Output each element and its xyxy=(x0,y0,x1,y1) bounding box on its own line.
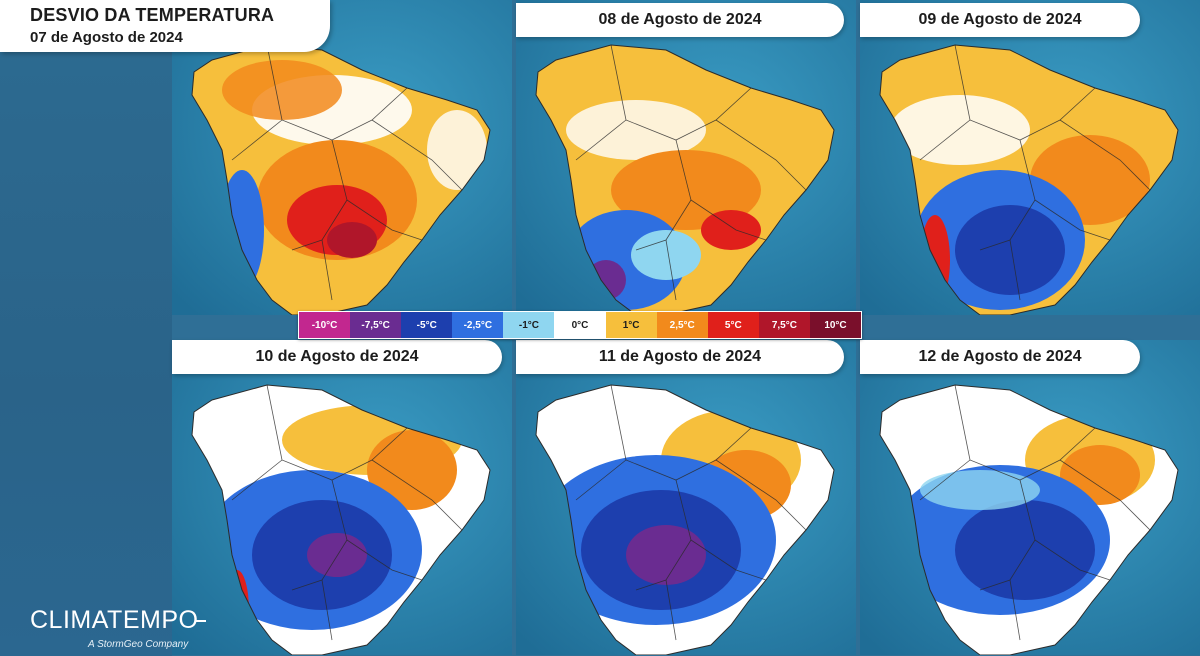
anomaly-region xyxy=(307,533,367,577)
climatempo-logo: CLIMATEMPO xyxy=(30,606,199,634)
border-line xyxy=(371,119,463,191)
anomaly-region xyxy=(327,222,377,258)
date-text-2: 09 de Agosto de 2024 xyxy=(918,11,1082,28)
legend-cell: -10°C xyxy=(299,312,351,338)
anomaly-region xyxy=(367,430,457,510)
anomaly-region xyxy=(222,60,342,120)
legend-cell: 0°C xyxy=(554,312,606,338)
map-svg xyxy=(860,340,1200,655)
first-date-label: 07 de Agosto de 2024 xyxy=(30,29,183,46)
map-panel-0 xyxy=(172,0,512,315)
border-line xyxy=(635,479,692,591)
date-label-panel-4: 11 de Agosto de 2024 xyxy=(516,340,844,374)
border-line xyxy=(715,119,807,191)
border-line xyxy=(919,459,971,501)
border-line xyxy=(1059,119,1151,191)
legend-cell: -7,5°C xyxy=(350,312,402,338)
anomaly-region xyxy=(611,150,761,230)
map-panel-3 xyxy=(172,340,512,655)
border-line xyxy=(321,239,333,301)
map-svg xyxy=(516,340,856,655)
date-label-panel-5: 12 de Agosto de 2024 xyxy=(860,340,1140,374)
header-box: DESVIO DA TEMPERATURA 07 de Agosto de 20… xyxy=(0,0,330,52)
temperature-field xyxy=(880,385,1178,655)
anomaly-region xyxy=(626,525,706,585)
anomaly-region xyxy=(701,210,761,250)
border-line xyxy=(665,239,677,301)
border-line xyxy=(919,119,971,161)
border-line xyxy=(346,199,423,241)
continent-outline xyxy=(879,44,1179,315)
border-line xyxy=(979,139,1036,251)
anomaly-region xyxy=(890,95,1030,165)
temperature-field xyxy=(536,45,834,315)
border-line xyxy=(690,199,767,241)
date-label-panel-2: 09 de Agosto de 2024 xyxy=(860,3,1140,37)
map-svg xyxy=(172,340,512,655)
border-line xyxy=(1009,579,1021,641)
border-line xyxy=(346,539,423,581)
border-line xyxy=(1059,459,1151,531)
border-line xyxy=(715,459,807,531)
date-text-3: 10 de Agosto de 2024 xyxy=(255,348,419,365)
continent-outline xyxy=(535,44,835,315)
anomaly-region xyxy=(955,500,1095,600)
legend-cell: -1°C xyxy=(503,312,555,338)
map-panel-2 xyxy=(860,0,1200,315)
border-line xyxy=(291,479,348,591)
border-line xyxy=(575,119,627,161)
logo-tagline: A StormGeo Company xyxy=(88,639,189,650)
temperature-legend: -10°C -7,5°C -5°C -2,5°C -1°C 0°C 1°C 2,5°C 5°C 7… xyxy=(298,311,862,339)
legend-cell: 5°C xyxy=(707,312,759,338)
legend-cell: 10°C xyxy=(809,312,862,338)
border-line xyxy=(979,479,1036,591)
map-panel-4 xyxy=(516,340,856,655)
border-line xyxy=(635,139,692,251)
border-line xyxy=(231,119,283,161)
legend-cell: 1°C xyxy=(605,312,657,338)
date-label-panel-1: 08 de Agosto de 2024 xyxy=(516,3,844,37)
date-text-1: 08 de Agosto de 2024 xyxy=(598,11,762,28)
anomaly-region xyxy=(566,100,706,160)
left-background-strip xyxy=(0,0,172,656)
legend-cell: 2,5°C xyxy=(656,312,708,338)
border-line xyxy=(1034,539,1111,581)
border-line xyxy=(665,579,677,641)
continent-outline xyxy=(191,384,491,655)
border-line xyxy=(371,459,463,531)
anomaly-region xyxy=(920,470,1040,510)
map-panel-1 xyxy=(516,0,856,315)
date-text-5: 12 de Agosto de 2024 xyxy=(918,348,1082,365)
continent-outline xyxy=(191,44,491,315)
anomaly-region xyxy=(631,230,701,280)
page-title: DESVIO DA TEMPERATURA xyxy=(30,5,275,25)
temperature-field xyxy=(536,385,834,655)
continent-outline xyxy=(535,384,835,655)
continent-outline xyxy=(879,384,1179,655)
map-svg xyxy=(172,0,512,315)
legend-cell: 7,5°C xyxy=(758,312,810,338)
date-label-panel-3: 10 de Agosto de 2024 xyxy=(172,340,502,374)
date-text-4: 11 de Agosto de 2024 xyxy=(598,348,762,365)
border-line xyxy=(1009,239,1021,301)
border-line xyxy=(321,579,333,641)
map-svg xyxy=(516,0,856,315)
anomaly-region xyxy=(955,205,1065,295)
map-svg xyxy=(860,0,1200,315)
border-line xyxy=(1034,199,1111,241)
border-line xyxy=(575,459,627,501)
map-panel-5 xyxy=(860,340,1200,655)
border-line xyxy=(231,459,283,501)
legend-cell: -2,5°C xyxy=(452,312,504,338)
logo-dash xyxy=(196,620,206,622)
border-line xyxy=(690,539,767,581)
border-line xyxy=(291,139,348,251)
legend-cell: -5°C xyxy=(401,312,453,338)
